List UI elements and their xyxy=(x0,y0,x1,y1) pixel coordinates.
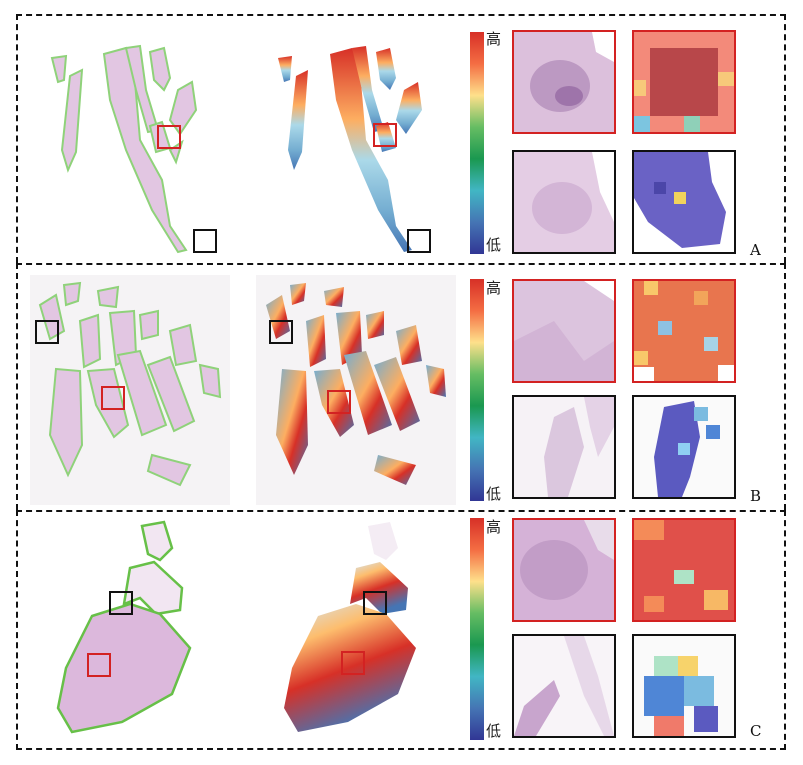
colorbar xyxy=(470,518,484,740)
colorbar-low-label: 低 xyxy=(486,236,502,254)
roi-black-box xyxy=(109,591,133,615)
panel-label-b: B xyxy=(750,487,762,505)
roi-red-box xyxy=(373,123,397,147)
patch-low-he xyxy=(512,634,616,738)
roi-red-box xyxy=(327,390,351,414)
panel-c: 高 低 C xyxy=(16,510,786,750)
patch-high-he xyxy=(512,30,616,134)
colorbar-low-label: 低 xyxy=(486,722,502,740)
patch-high-heatmap xyxy=(632,279,736,383)
colorbar-high-label: 高 xyxy=(486,518,502,536)
patch-low-he xyxy=(512,150,616,254)
slide-a-heatmap xyxy=(278,46,431,253)
roi-red-box xyxy=(341,651,365,675)
roi-black-box xyxy=(363,591,387,615)
panel-a: 高 低 A xyxy=(16,14,786,263)
patch-high-he xyxy=(512,279,616,383)
colorbar-high-label: 高 xyxy=(486,279,502,297)
roi-red-box xyxy=(87,653,111,677)
colorbar-high-label: 高 xyxy=(486,30,502,48)
slide-b-heatmap xyxy=(256,275,456,505)
panel-label-a: A xyxy=(750,241,761,259)
roi-black-box xyxy=(35,320,59,344)
colorbar-low-label: 低 xyxy=(486,485,502,503)
patch-high-heatmap xyxy=(632,30,736,134)
patch-low-heatmap xyxy=(632,634,736,738)
panel-b: 高 低 B xyxy=(16,263,786,510)
slide-b-contour xyxy=(30,275,230,505)
patch-high-he xyxy=(512,518,616,622)
slide-c-contour xyxy=(56,520,192,734)
colorbar xyxy=(470,279,484,501)
patch-low-heatmap xyxy=(632,150,736,254)
slide-a-contour xyxy=(50,44,217,254)
roi-black-box xyxy=(407,229,431,253)
roi-red-box xyxy=(157,125,181,149)
slide-c-heatmap xyxy=(284,522,416,732)
patch-low-heatmap xyxy=(632,395,736,499)
roi-black-box xyxy=(193,229,217,253)
panel-label-c: C xyxy=(750,722,762,740)
roi-black-box xyxy=(269,320,293,344)
roi-red-box xyxy=(101,386,125,410)
patch-high-heatmap xyxy=(632,518,736,622)
patch-low-he xyxy=(512,395,616,499)
colorbar xyxy=(470,32,484,254)
